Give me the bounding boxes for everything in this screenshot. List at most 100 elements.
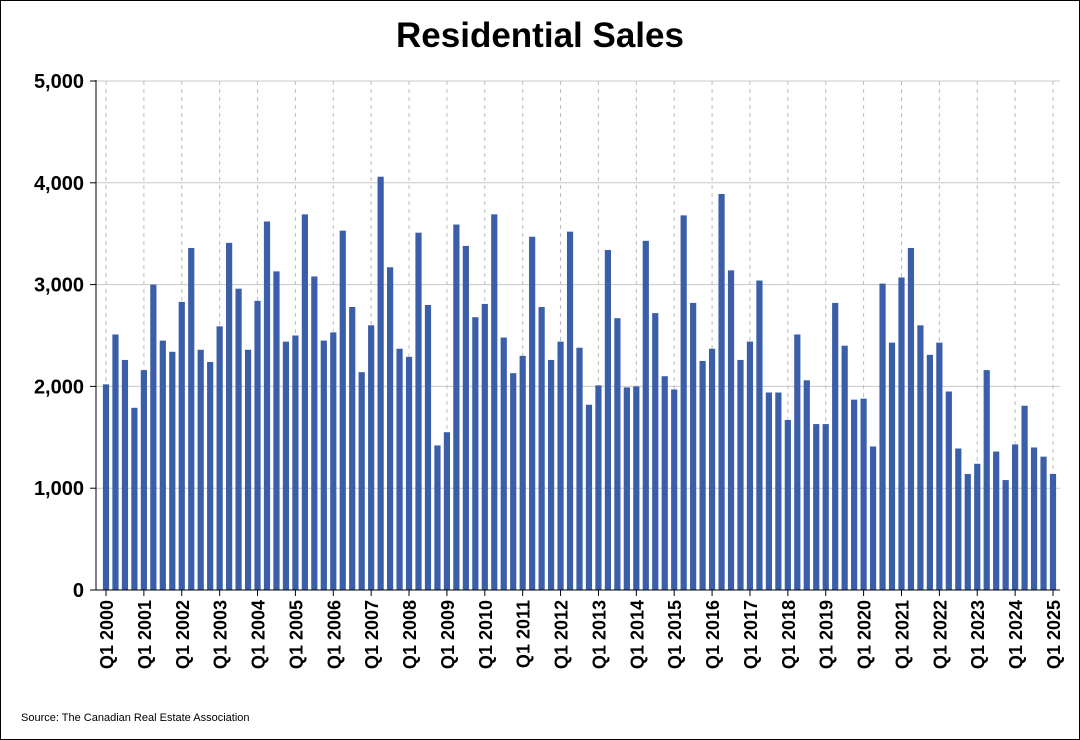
x-tick-label: Q1 2008 <box>400 600 420 669</box>
bar <box>727 270 735 590</box>
bar <box>851 399 858 590</box>
bar <box>1002 480 1009 590</box>
bar <box>813 424 820 590</box>
bar <box>169 351 176 590</box>
bar <box>604 249 612 591</box>
bar <box>1012 444 1019 590</box>
x-tick-label: Q1 2024 <box>1006 600 1026 669</box>
x-tick-label: Q1 2002 <box>173 600 193 669</box>
bar <box>102 384 110 590</box>
bar <box>235 288 242 590</box>
y-tick-label: 1,000 <box>34 478 84 500</box>
bar <box>945 391 952 590</box>
bar <box>642 240 649 590</box>
bar <box>737 359 744 590</box>
bar <box>529 236 536 590</box>
bar <box>1049 473 1057 590</box>
bar <box>822 424 829 590</box>
bar <box>453 224 460 591</box>
bar <box>491 214 498 591</box>
bar <box>756 280 763 590</box>
bar <box>330 332 337 590</box>
bar <box>623 387 630 590</box>
y-tick-label: 4,000 <box>34 173 84 195</box>
bar <box>794 334 801 590</box>
x-tick-label: Q1 2006 <box>324 600 344 669</box>
bar <box>462 245 469 591</box>
bar <box>188 247 195 590</box>
bar <box>898 277 905 590</box>
bar <box>585 404 593 590</box>
bar <box>841 345 848 590</box>
bar <box>519 355 526 590</box>
x-tick-label: Q1 2010 <box>476 600 496 669</box>
x-tick-label: Q1 2007 <box>362 600 382 669</box>
bar <box>983 370 990 590</box>
chart-title: Residential Sales <box>396 16 684 55</box>
bar <box>974 463 981 590</box>
x-tick-label: Q1 2004 <box>249 600 269 669</box>
bar <box>510 373 517 590</box>
bar <box>301 214 308 591</box>
bar <box>547 359 555 590</box>
x-tick-label: Q1 2025 <box>1044 600 1064 669</box>
bar <box>112 334 119 590</box>
y-tick-label: 2,000 <box>34 376 84 398</box>
bar <box>926 354 933 590</box>
bar <box>917 325 924 590</box>
bar <box>936 342 943 590</box>
bar <box>964 473 971 590</box>
x-tick-label: Q1 2012 <box>552 600 572 669</box>
bar <box>907 247 915 590</box>
bar <box>481 303 488 590</box>
bar <box>311 276 318 590</box>
x-tick-label: Q1 2023 <box>968 600 988 669</box>
bar <box>368 325 375 590</box>
bar <box>178 301 185 590</box>
bar <box>207 361 214 590</box>
x-tick-label: Q1 2021 <box>892 600 912 669</box>
bar <box>699 360 706 590</box>
bar <box>254 300 261 590</box>
y-tick-label: 0 <box>73 580 84 602</box>
bar <box>718 194 725 590</box>
bar <box>775 392 782 590</box>
bar <box>708 348 716 590</box>
bar <box>832 302 839 590</box>
y-tick-label: 5,000 <box>34 71 84 93</box>
bar <box>292 335 299 590</box>
bar <box>1030 447 1038 590</box>
bar <box>869 446 877 590</box>
bar <box>671 389 678 590</box>
x-tick-label: Q1 2019 <box>817 600 837 669</box>
bar <box>424 304 432 590</box>
source-note: Source: The Canadian Real Estate Associa… <box>21 712 250 724</box>
bar <box>415 232 422 590</box>
bar <box>339 230 346 590</box>
bar <box>860 398 867 590</box>
bar <box>197 349 204 590</box>
bar <box>273 271 280 590</box>
bar <box>538 307 545 590</box>
x-tick-label: Q1 2009 <box>438 600 458 669</box>
bar <box>576 347 583 590</box>
bar <box>566 231 574 590</box>
bar <box>472 317 479 590</box>
y-tick-label: 3,000 <box>34 275 84 297</box>
x-tick-label: Q1 2000 <box>97 600 117 669</box>
bar <box>226 242 233 591</box>
bar <box>434 445 441 590</box>
x-tick-label: Q1 2005 <box>286 600 306 669</box>
bar <box>396 348 403 590</box>
bar <box>121 359 129 590</box>
bar <box>633 386 640 590</box>
x-tick-label: Q1 2011 <box>514 600 534 668</box>
bar <box>349 307 356 590</box>
bar <box>244 349 252 590</box>
bar <box>652 313 659 590</box>
bar <box>387 267 394 590</box>
x-tick-label: Q1 2003 <box>211 600 231 669</box>
x-tick-label: Q1 2018 <box>779 600 799 669</box>
bar <box>320 340 327 590</box>
